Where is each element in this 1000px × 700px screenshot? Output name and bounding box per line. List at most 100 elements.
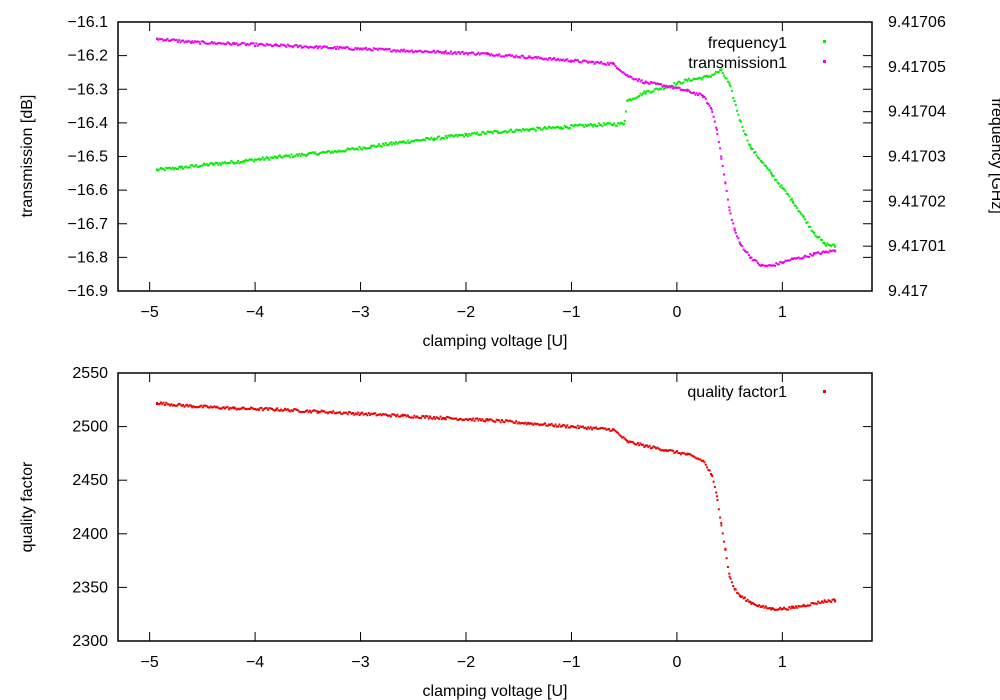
quality-factor1-point bbox=[480, 419, 483, 422]
frequency1-point bbox=[810, 229, 813, 232]
frequency1-point bbox=[178, 165, 181, 168]
frequency1-point bbox=[315, 153, 318, 156]
frequency1-point bbox=[221, 161, 224, 164]
frequency1-point bbox=[446, 136, 449, 139]
frequency1-point bbox=[166, 167, 169, 170]
transmission1-point bbox=[321, 46, 324, 49]
transmission1-point bbox=[422, 51, 425, 54]
transmission1-point bbox=[206, 42, 209, 45]
frequency1-point bbox=[516, 129, 519, 132]
quality-factor1-point bbox=[165, 401, 168, 404]
transmission1-point bbox=[199, 42, 202, 45]
transmission1-point bbox=[192, 41, 195, 44]
quality-factor1-point bbox=[199, 405, 202, 408]
quality-factor1-point bbox=[455, 417, 458, 420]
quality-factor1-point bbox=[350, 412, 353, 415]
transmission1-point bbox=[600, 60, 603, 63]
quality-factor1-point bbox=[610, 429, 613, 432]
transmission1-point bbox=[626, 74, 629, 77]
transmission1-point bbox=[208, 42, 211, 45]
transmission1-point bbox=[256, 44, 259, 47]
transmission1-point bbox=[672, 87, 675, 90]
frequency1-point bbox=[195, 163, 198, 166]
transmission1-point bbox=[238, 43, 241, 46]
quality-factor1-point bbox=[318, 411, 321, 414]
quality-factor1-point bbox=[504, 419, 507, 422]
top-x-tick-label: 0 bbox=[672, 304, 681, 321]
transmission1-point bbox=[406, 50, 409, 53]
frequency1-point bbox=[208, 163, 211, 166]
frequency1-point bbox=[753, 151, 756, 154]
frequency1-point bbox=[572, 125, 575, 128]
frequency1-point bbox=[775, 178, 778, 181]
transmission1-point bbox=[295, 44, 298, 47]
transmission1-point bbox=[547, 57, 550, 60]
quality-factor1-point bbox=[431, 417, 434, 420]
frequency1-point bbox=[276, 156, 279, 159]
frequency1-point bbox=[413, 140, 416, 143]
frequency1-point bbox=[238, 162, 241, 165]
quality-factor1-point bbox=[759, 606, 762, 609]
transmission1-point bbox=[210, 40, 213, 43]
transmission1-point bbox=[585, 60, 588, 63]
frequency1-point bbox=[678, 80, 681, 83]
quality-factor1-point bbox=[725, 557, 728, 560]
bottom-quality-points bbox=[156, 401, 837, 611]
transmission1-point bbox=[719, 147, 722, 150]
frequency1-point bbox=[730, 89, 733, 92]
frequency1-point bbox=[212, 163, 215, 166]
quality-factor1-point bbox=[247, 407, 250, 410]
quality-factor1-point bbox=[553, 425, 556, 428]
frequency1-point bbox=[561, 127, 564, 130]
quality-factor1-point bbox=[738, 594, 741, 597]
bottom-x-tick-label: −4 bbox=[246, 654, 264, 671]
transmission1-point bbox=[308, 45, 311, 48]
quality-factor1-point bbox=[372, 412, 375, 415]
frequency1-point bbox=[653, 88, 656, 91]
transmission1-point bbox=[409, 50, 412, 53]
frequency1-point bbox=[571, 124, 574, 127]
quality-factor1-point bbox=[374, 412, 377, 415]
transmission1-point bbox=[287, 44, 290, 47]
quality-factor1-point bbox=[534, 423, 537, 426]
transmission1-point bbox=[532, 56, 535, 59]
transmission1-point bbox=[184, 40, 187, 43]
quality-factor1-point bbox=[659, 448, 662, 451]
quality-factor1-point bbox=[734, 588, 737, 591]
quality-factor1-point bbox=[460, 418, 463, 421]
transmission1-point bbox=[301, 46, 304, 49]
frequency1-point bbox=[600, 123, 603, 126]
transmission1-point bbox=[591, 60, 594, 63]
quality-factor1-point bbox=[406, 414, 409, 417]
frequency1-point bbox=[828, 244, 831, 247]
frequency1-point bbox=[327, 149, 330, 152]
frequency1-point bbox=[703, 75, 706, 78]
transmission1-point bbox=[307, 46, 310, 49]
transmission1-point bbox=[528, 55, 531, 58]
frequency1-point bbox=[818, 235, 821, 238]
quality-factor1-point bbox=[451, 417, 454, 420]
frequency1-anchor-point bbox=[749, 146, 752, 149]
top-x-axis-label: clamping voltage [U] bbox=[423, 333, 568, 350]
frequency1-point bbox=[813, 232, 816, 235]
transmission1-point bbox=[553, 57, 556, 60]
quality-factor1-point bbox=[828, 600, 831, 603]
top-y2-axis-label: frequency [GHz] bbox=[988, 98, 1000, 214]
quality-factor1-point bbox=[293, 408, 296, 411]
quality-factor1-point bbox=[175, 404, 178, 407]
quality-factor1-point bbox=[686, 452, 689, 455]
frequency1-point bbox=[318, 152, 321, 155]
frequency1-point bbox=[704, 75, 707, 78]
transmission1-point bbox=[647, 82, 650, 85]
quality-factor1-point bbox=[832, 598, 835, 601]
quality-factor1-point bbox=[242, 406, 245, 409]
transmission1-point bbox=[465, 51, 468, 54]
quality-factor1-point bbox=[367, 412, 370, 415]
frequency1-anchor-point bbox=[791, 200, 794, 203]
frequency1-point bbox=[575, 124, 578, 127]
transmission1-point bbox=[234, 42, 237, 45]
quality-factor1-point bbox=[578, 427, 581, 430]
transmission1-point bbox=[474, 53, 477, 56]
transmission1-point bbox=[447, 51, 450, 54]
frequency1-point bbox=[800, 212, 803, 215]
